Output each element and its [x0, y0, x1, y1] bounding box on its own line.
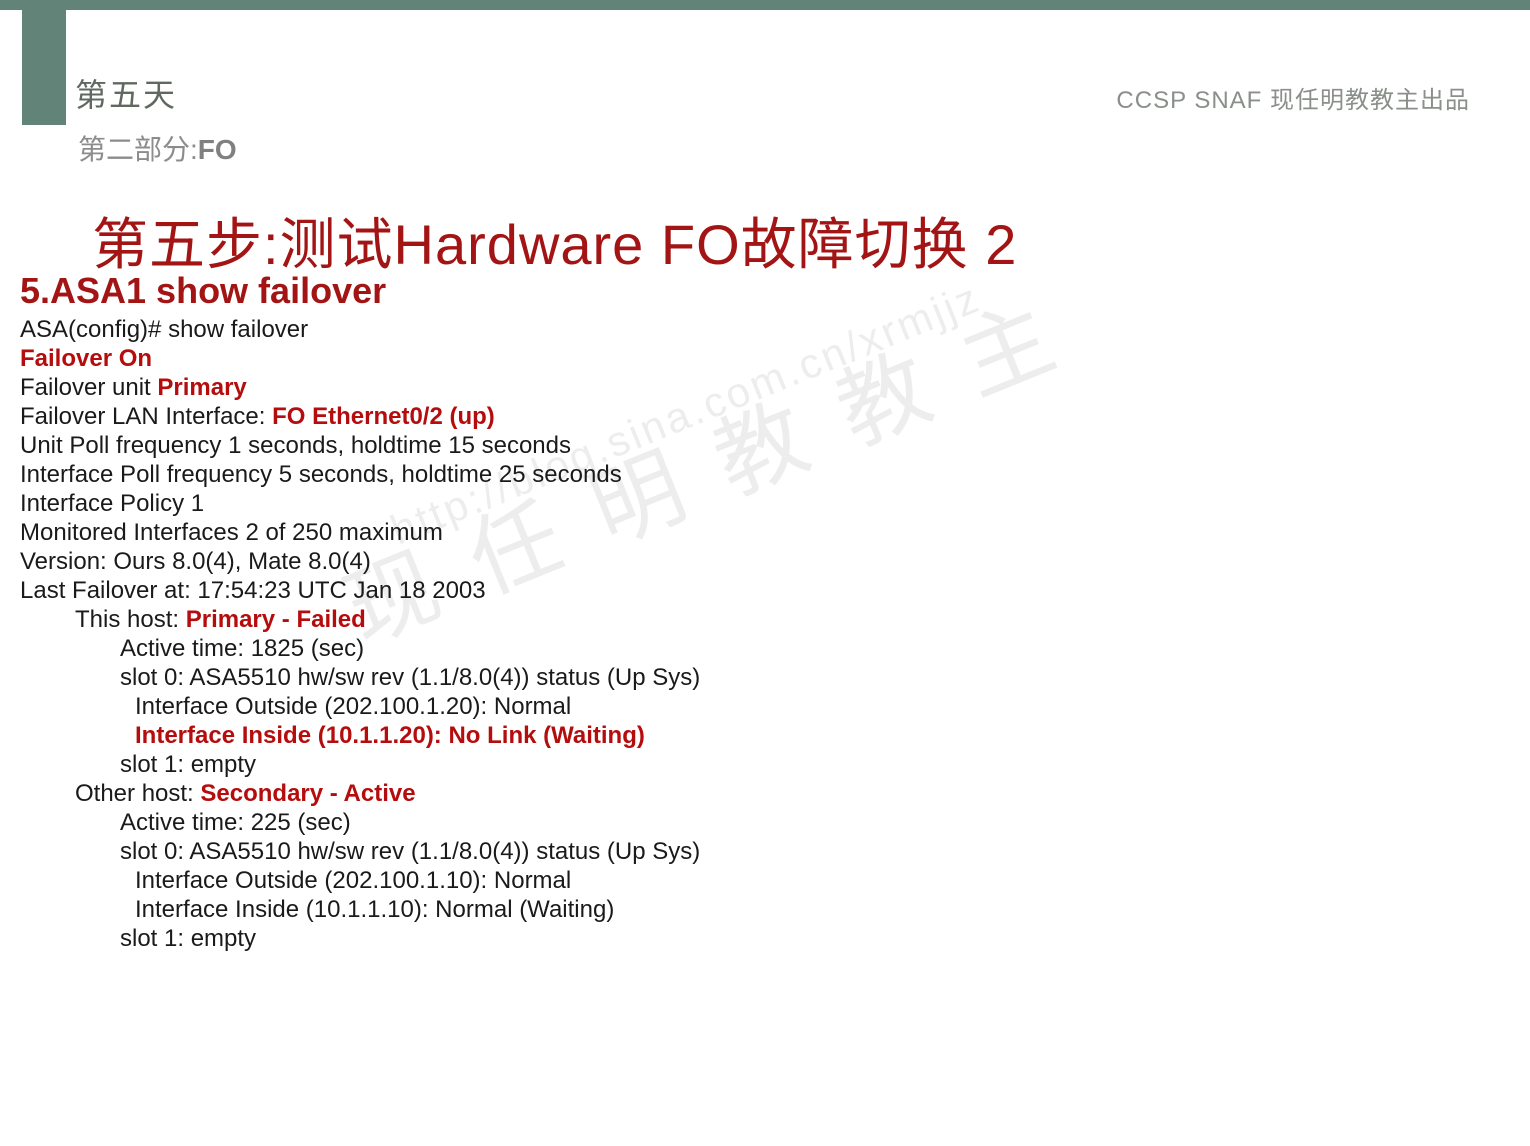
- line-22: slot 1: empty: [20, 924, 700, 953]
- line-3: Failover unit Primary: [20, 373, 700, 402]
- line-9: Version: Ours 8.0(4), Mate 8.0(4): [20, 547, 700, 576]
- line-4-red: FO Ethernet0/2 (up): [272, 403, 495, 430]
- line-10: Last Failover at: 17:54:23 UTC Jan 18 20…: [20, 576, 700, 605]
- header-source: CCSP SNAF 现任明教教主出品: [1116, 80, 1470, 115]
- top-accent-band: [0, 0, 1530, 10]
- line-4: Failover LAN Interface: FO Ethernet0/2 (…: [20, 402, 700, 431]
- line-17-text: Other host:: [75, 780, 200, 807]
- line-7: Interface Policy 1: [20, 489, 700, 518]
- header-section-prefix: 第二部分:: [78, 134, 198, 165]
- slide-title: 第五步:测试Hardware FO故障切换 2: [92, 200, 1017, 281]
- line-20: Interface Outside (202.100.1.10): Normal: [20, 866, 700, 895]
- line-18: Active time: 225 (sec): [20, 808, 700, 837]
- line-6: Interface Poll frequency 5 seconds, hold…: [20, 460, 700, 489]
- line-4-text: Failover LAN Interface:: [20, 403, 272, 430]
- header-section: 第二部分:FO: [78, 128, 237, 168]
- line-5: Unit Poll frequency 1 seconds, holdtime …: [20, 431, 700, 460]
- slide-subtitle: 5.ASA1 show failover: [20, 270, 386, 312]
- line-15: Interface Inside (10.1.1.20): No Link (W…: [20, 721, 700, 750]
- left-accent-tab: [22, 10, 66, 125]
- header-day: 第五天: [75, 70, 177, 116]
- terminal-output: ASA(config)# show failover Failover On F…: [20, 315, 700, 953]
- line-21: Interface Inside (10.1.1.10): Normal (Wa…: [20, 895, 700, 924]
- line-17: Other host: Secondary - Active: [20, 779, 700, 808]
- line-11-text: This host:: [75, 606, 186, 633]
- line-13: slot 0: ASA5510 hw/sw rev (1.1/8.0(4)) s…: [20, 663, 700, 692]
- header-section-bold: FO: [198, 134, 237, 165]
- line-17-red: Secondary - Active: [200, 780, 415, 807]
- line-12: Active time: 1825 (sec): [20, 634, 700, 663]
- line-3-text: Failover unit: [20, 374, 157, 401]
- line-8: Monitored Interfaces 2 of 250 maximum: [20, 518, 700, 547]
- line-19: slot 0: ASA5510 hw/sw rev (1.1/8.0(4)) s…: [20, 837, 700, 866]
- line-2: Failover On: [20, 344, 700, 373]
- line-11-red: Primary - Failed: [186, 606, 366, 633]
- line-1: ASA(config)# show failover: [20, 315, 700, 344]
- line-16: slot 1: empty: [20, 750, 700, 779]
- line-14: Interface Outside (202.100.1.20): Normal: [20, 692, 700, 721]
- line-11: This host: Primary - Failed: [20, 605, 700, 634]
- line-3-red: Primary: [157, 374, 246, 401]
